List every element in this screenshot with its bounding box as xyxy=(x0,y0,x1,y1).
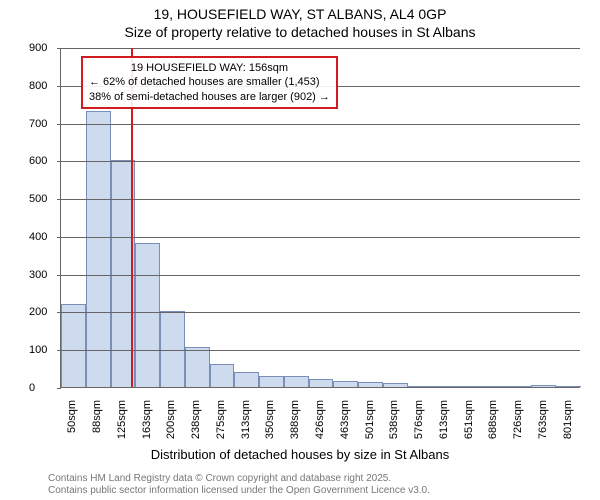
xtick-label: 538sqm xyxy=(388,400,400,442)
xtick-label: 763sqm xyxy=(537,400,549,442)
annotation-line: 38% of semi-detached houses are larger (… xyxy=(89,90,330,104)
title-line2: Size of property relative to detached ho… xyxy=(0,24,600,40)
histogram-bar xyxy=(160,311,185,387)
histogram-bar xyxy=(432,386,457,387)
histogram-bar xyxy=(333,381,358,387)
gridline xyxy=(61,350,580,351)
xtick-label: 88sqm xyxy=(91,400,103,442)
plot-area: 19 HOUSEFIELD WAY: 156sqm← 62% of detach… xyxy=(60,48,580,388)
histogram-bar xyxy=(556,386,581,387)
ytick-label: 400 xyxy=(29,231,52,243)
xtick-label: 275sqm xyxy=(215,400,227,442)
ytick-label: 700 xyxy=(29,118,52,130)
ytick-label: 100 xyxy=(29,344,52,356)
gridline xyxy=(61,48,580,49)
xtick-label: 350sqm xyxy=(264,400,276,442)
gridline xyxy=(61,275,580,276)
histogram-bar xyxy=(408,386,433,388)
histogram-bar xyxy=(135,243,160,387)
gridline xyxy=(61,199,580,200)
xtick-label: 200sqm xyxy=(165,400,177,442)
gridline xyxy=(61,312,580,313)
annotation-box: 19 HOUSEFIELD WAY: 156sqm← 62% of detach… xyxy=(81,56,338,109)
x-axis-label: Distribution of detached houses by size … xyxy=(0,447,600,462)
gridline xyxy=(61,124,580,125)
histogram-bar xyxy=(259,376,284,387)
xtick-label: 463sqm xyxy=(339,400,351,442)
histogram-bar xyxy=(358,382,383,387)
histogram-bar xyxy=(531,385,556,387)
histogram-bar xyxy=(482,386,507,387)
xtick-label: 651sqm xyxy=(463,400,475,442)
histogram-bar xyxy=(86,111,111,387)
xtick-label: 238sqm xyxy=(190,400,202,442)
xtick-label: 726sqm xyxy=(512,400,524,442)
xtick-label: 388sqm xyxy=(289,400,301,442)
ytick-label: 0 xyxy=(29,382,52,394)
histogram-bar xyxy=(210,364,235,387)
xtick-label: 613sqm xyxy=(438,400,450,442)
gridline xyxy=(61,237,580,238)
ytick-label: 500 xyxy=(29,193,52,205)
histogram-bar xyxy=(507,386,532,387)
histogram-bar xyxy=(284,376,309,387)
histogram-bar xyxy=(309,379,334,387)
xtick-label: 688sqm xyxy=(487,400,499,442)
xtick-label: 125sqm xyxy=(116,400,128,442)
histogram-bar xyxy=(185,347,210,387)
annotation-line: ← 62% of detached houses are smaller (1,… xyxy=(89,75,330,89)
xtick-label: 576sqm xyxy=(413,400,425,442)
ytick-label: 300 xyxy=(29,269,52,281)
histogram-bar xyxy=(457,386,482,387)
xtick-label: 163sqm xyxy=(141,400,153,442)
title-line1: 19, HOUSEFIELD WAY, ST ALBANS, AL4 0GP xyxy=(0,6,600,22)
ytick-label: 800 xyxy=(29,80,52,92)
ytick-label: 900 xyxy=(29,42,52,54)
footer-line1: Contains HM Land Registry data © Crown c… xyxy=(48,473,391,484)
xtick-label: 501sqm xyxy=(364,400,376,442)
footer-line2: Contains public sector information licen… xyxy=(48,485,430,496)
histogram-bar xyxy=(61,304,86,387)
histogram-bar xyxy=(383,383,408,387)
histogram-bar xyxy=(234,372,259,387)
xtick-label: 801sqm xyxy=(562,400,574,442)
ytick-label: 200 xyxy=(29,306,52,318)
xtick-label: 426sqm xyxy=(314,400,326,442)
xtick-label: 313sqm xyxy=(240,400,252,442)
gridline xyxy=(61,161,580,162)
xtick-label: 50sqm xyxy=(66,400,78,442)
annotation-line: 19 HOUSEFIELD WAY: 156sqm xyxy=(89,61,330,75)
ytick-label: 600 xyxy=(29,155,52,167)
